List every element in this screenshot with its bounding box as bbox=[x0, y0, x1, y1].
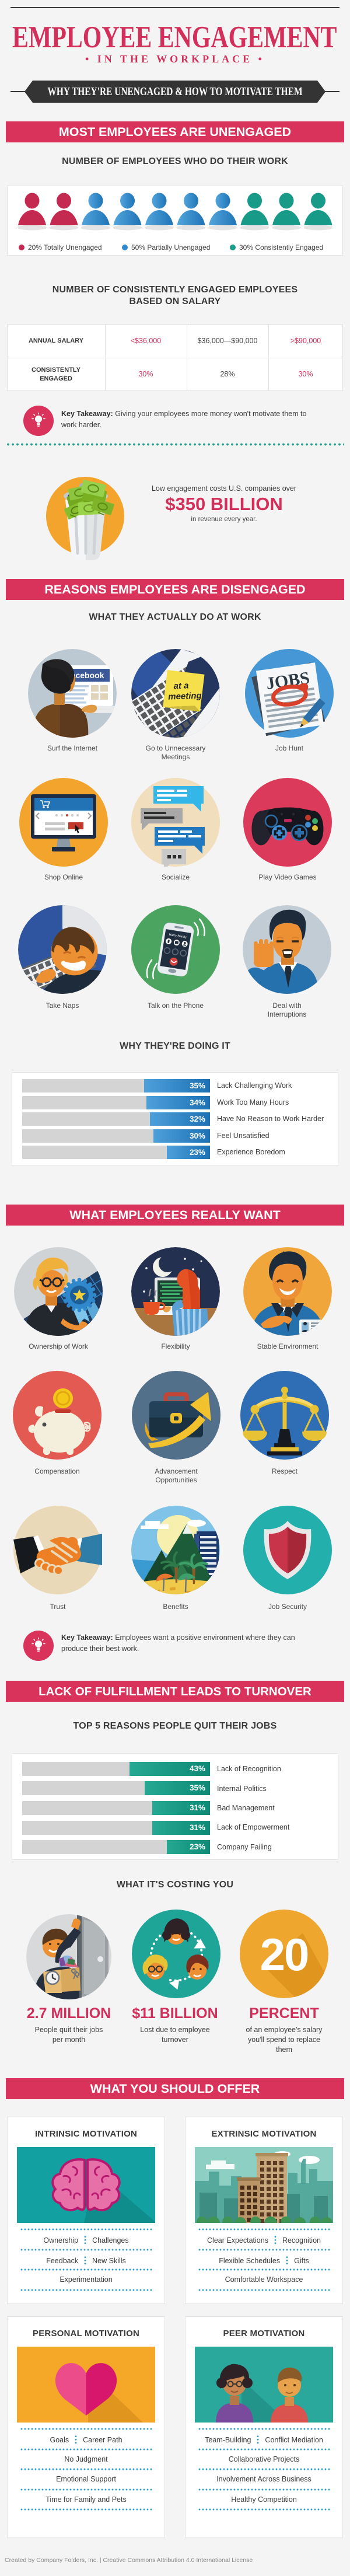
svg-text:Harry Barely: Harry Barely bbox=[169, 933, 187, 940]
svg-text:meeting: meeting bbox=[168, 691, 202, 702]
svg-text:facebook: facebook bbox=[68, 671, 104, 680]
svg-text:20: 20 bbox=[260, 1929, 309, 1980]
svg-text:at a: at a bbox=[173, 680, 188, 691]
